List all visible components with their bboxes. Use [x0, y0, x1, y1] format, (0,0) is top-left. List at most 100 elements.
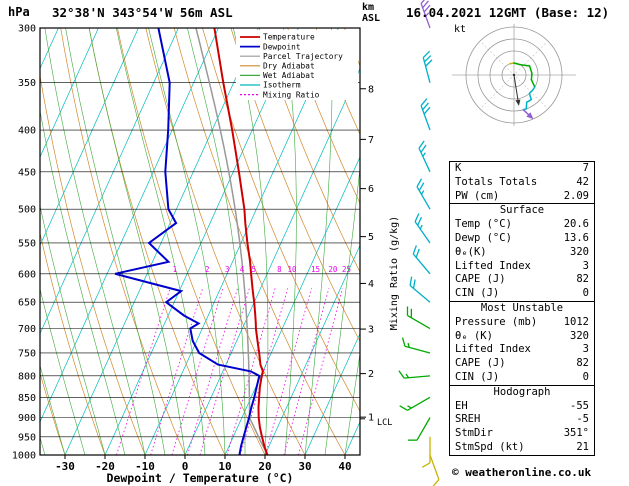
- storm-motion-vector: [513, 74, 519, 100]
- wet-adiabat-line: [44, 28, 146, 455]
- wet-adiabat-line: [365, 28, 437, 455]
- mixing-ratio-line: [265, 288, 312, 455]
- table-row-value: 2.09: [563, 189, 589, 202]
- pressure-tick-label: 900: [18, 413, 36, 424]
- storm-motion-arrow: [515, 99, 521, 106]
- table-row-label: θₑ (K): [455, 329, 493, 342]
- mixing-ratio-line: [226, 288, 276, 455]
- hodograph-unit-label: kt: [454, 24, 466, 35]
- wind-barb: [418, 140, 431, 173]
- table-section-header: Surface: [499, 204, 545, 217]
- table-row-value: 1012: [563, 315, 589, 328]
- pressure-tick-label: 450: [18, 167, 36, 178]
- hodograph-trace-arrow: [526, 112, 534, 120]
- table-row-value: -55: [570, 399, 589, 412]
- pressure-tick-label: 850: [18, 393, 36, 404]
- table-section-header: Hodograph: [493, 385, 551, 398]
- table-row-value: 82: [576, 273, 589, 286]
- mixing-ratio-line: [187, 288, 238, 455]
- plot-frame: [39, 27, 361, 456]
- dry-adiabat-line: [373, 28, 450, 455]
- hodograph-trace-segment: [513, 62, 521, 66]
- mixing-ratio-value-label: 20: [328, 265, 338, 274]
- wet-adiabat-line: [148, 28, 226, 455]
- legend-label: Dewpoint: [263, 42, 301, 51]
- table-row-label: K: [455, 162, 462, 174]
- table-section: Surface Temp (°C) 20.6 Dewp (°C) 13.6 θₑ(K) 32…: [450, 203, 594, 301]
- mixing-ratio-value-label: 15: [311, 265, 320, 274]
- pressure-tick-label: 800: [18, 371, 36, 382]
- pressure-tick-label: 550: [18, 238, 36, 249]
- legend-label: Isotherm: [263, 81, 301, 90]
- table-row-label: StmDir: [455, 427, 493, 440]
- legend-label: Wet Adiabat: [263, 71, 315, 80]
- table-row: θₑ(K) 320: [450, 246, 594, 260]
- table-row-label: CIN (J): [455, 370, 500, 383]
- table-row: Dewp (°C) 13.6: [450, 232, 594, 246]
- table-row-value: 13.6: [563, 231, 589, 244]
- table-row-value: 42: [576, 175, 589, 188]
- legend-label: Mixing Ratio: [263, 90, 320, 99]
- legend-label: Dry Adiabat: [263, 62, 315, 71]
- table-row: EH -55: [450, 400, 594, 414]
- table-row: Pressure (mb) 1012: [450, 316, 594, 330]
- table-row-value: 0: [582, 287, 589, 300]
- wind-barb: [420, 98, 431, 131]
- temperature-tick-label: 40: [338, 460, 351, 473]
- table-row-label: EH: [455, 399, 468, 412]
- km-tick-label: 8: [368, 84, 374, 95]
- wet-adiabat-line: [88, 28, 186, 455]
- wind-barb: [399, 396, 431, 411]
- mixing-ratio-value-label: 3: [225, 265, 230, 274]
- dry-adiabat-line: [287, 28, 360, 205]
- wind-barb: [420, 0, 431, 29]
- mixing-ratio-value-label: 2: [205, 265, 210, 274]
- hodograph-trace-segment: [530, 72, 533, 81]
- dry-adiabat-line: [40, 371, 66, 455]
- table-section: K 7 Totals Totals 42 PW (cm) 2.09: [450, 162, 594, 203]
- legend-label: Parcel Trajectory: [263, 52, 343, 61]
- hodograph-trace-segment: [519, 63, 531, 67]
- table-row: CAPE (J) 82: [450, 357, 594, 371]
- pressure-tick-label: 400: [18, 126, 36, 137]
- x-axis-title: Dewpoint / Temperature (°C): [107, 471, 294, 485]
- hodograph-trace-segment: [522, 109, 530, 116]
- temperature-curve: [213, 28, 269, 455]
- skewt-chart: 1 2 3 4 5 8 10 15 20 25TemperatureDewpointParcel …: [12, 0, 450, 486]
- altitude-axis-unit-label: km ASL: [362, 2, 381, 24]
- temperature-tick-label: -20: [95, 460, 115, 473]
- table-row-value: 82: [576, 357, 589, 370]
- km-tick-label: 1: [368, 413, 374, 424]
- wind-barb: [409, 276, 431, 303]
- hodograph-ring: [489, 50, 539, 100]
- table-row-label: StmSpd (kt): [455, 440, 525, 453]
- mixing-ratio-value-label: 10: [287, 265, 297, 274]
- hodograph-trace-segment: [528, 92, 532, 101]
- table-row-label: Pressure (mb): [455, 315, 538, 328]
- dry-adiabat-line: [258, 28, 360, 273]
- temperature-tick-label: -30: [55, 460, 75, 473]
- table-row: CIN (J) 0: [450, 371, 594, 385]
- km-tick-label: 2: [368, 369, 374, 380]
- mixing-ratio-line: [150, 288, 204, 455]
- mixing-ratio-line: [298, 288, 343, 455]
- wind-barb: [429, 454, 440, 486]
- wind-barb: [421, 436, 431, 468]
- table-row-label: Lifted Index: [455, 259, 531, 272]
- temperature-tick-label: 30: [298, 460, 311, 473]
- table-row-label: PW (cm): [455, 189, 500, 202]
- table-row: Totals Totals 42: [450, 176, 594, 190]
- table-row-value: 320: [570, 245, 589, 258]
- hodograph-trace-segment: [530, 78, 536, 88]
- pressure-tick-label: 350: [18, 78, 36, 89]
- dry-adiabat-line: [401, 28, 450, 455]
- table-row: StmDir 351°: [450, 427, 594, 441]
- wind-barb: [401, 337, 431, 354]
- wind-barb: [416, 178, 431, 210]
- table-row: PW (cm) 2.09: [450, 190, 594, 204]
- table-row-value: 3: [582, 343, 589, 356]
- table-row-label: Temp (°C): [455, 218, 512, 231]
- mixing-ratio-value-label: 4: [240, 265, 245, 274]
- table-row-label: CAPE (J): [455, 273, 506, 286]
